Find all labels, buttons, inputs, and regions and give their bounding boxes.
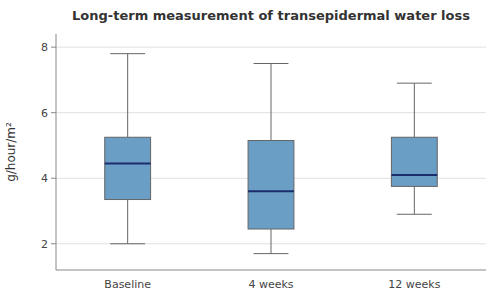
whisker-upper [414,83,415,137]
grid [56,47,486,244]
cap-upper [254,63,289,64]
cap-lower [110,243,145,244]
whisker-upper [271,64,272,141]
y-axis [56,34,57,270]
whisker-lower [127,200,128,244]
cap-lower [254,253,289,254]
box [391,137,437,186]
box [105,137,151,199]
x-axis [56,270,486,271]
median [105,162,151,164]
y-tick-label: 6 [41,107,48,120]
grid-line [56,47,486,48]
y-tick-label: 2 [41,238,48,251]
median [391,174,437,176]
cap-upper [110,53,145,54]
cap-upper [397,83,432,84]
y-tick [51,178,56,179]
box [248,141,294,230]
title: Long-term measurement of transepidermal … [72,8,470,23]
y-tick [51,243,56,244]
y-tick [51,47,56,48]
y-tick [51,112,56,113]
whisker-upper [127,54,128,138]
cap-lower [397,214,432,215]
y-tick-label: 4 [41,172,48,185]
y-tick-label: 8 [41,41,48,54]
boxes [105,54,438,254]
x-tick-label: Baseline [104,278,151,291]
x-tick-label: 4 weeks [248,278,293,291]
median [248,190,294,192]
x-tick-label: 12 weeks [388,278,440,291]
y-axis-label: g/hour/m² [4,122,18,182]
whisker-lower [414,186,415,214]
whisker-lower [271,229,272,254]
